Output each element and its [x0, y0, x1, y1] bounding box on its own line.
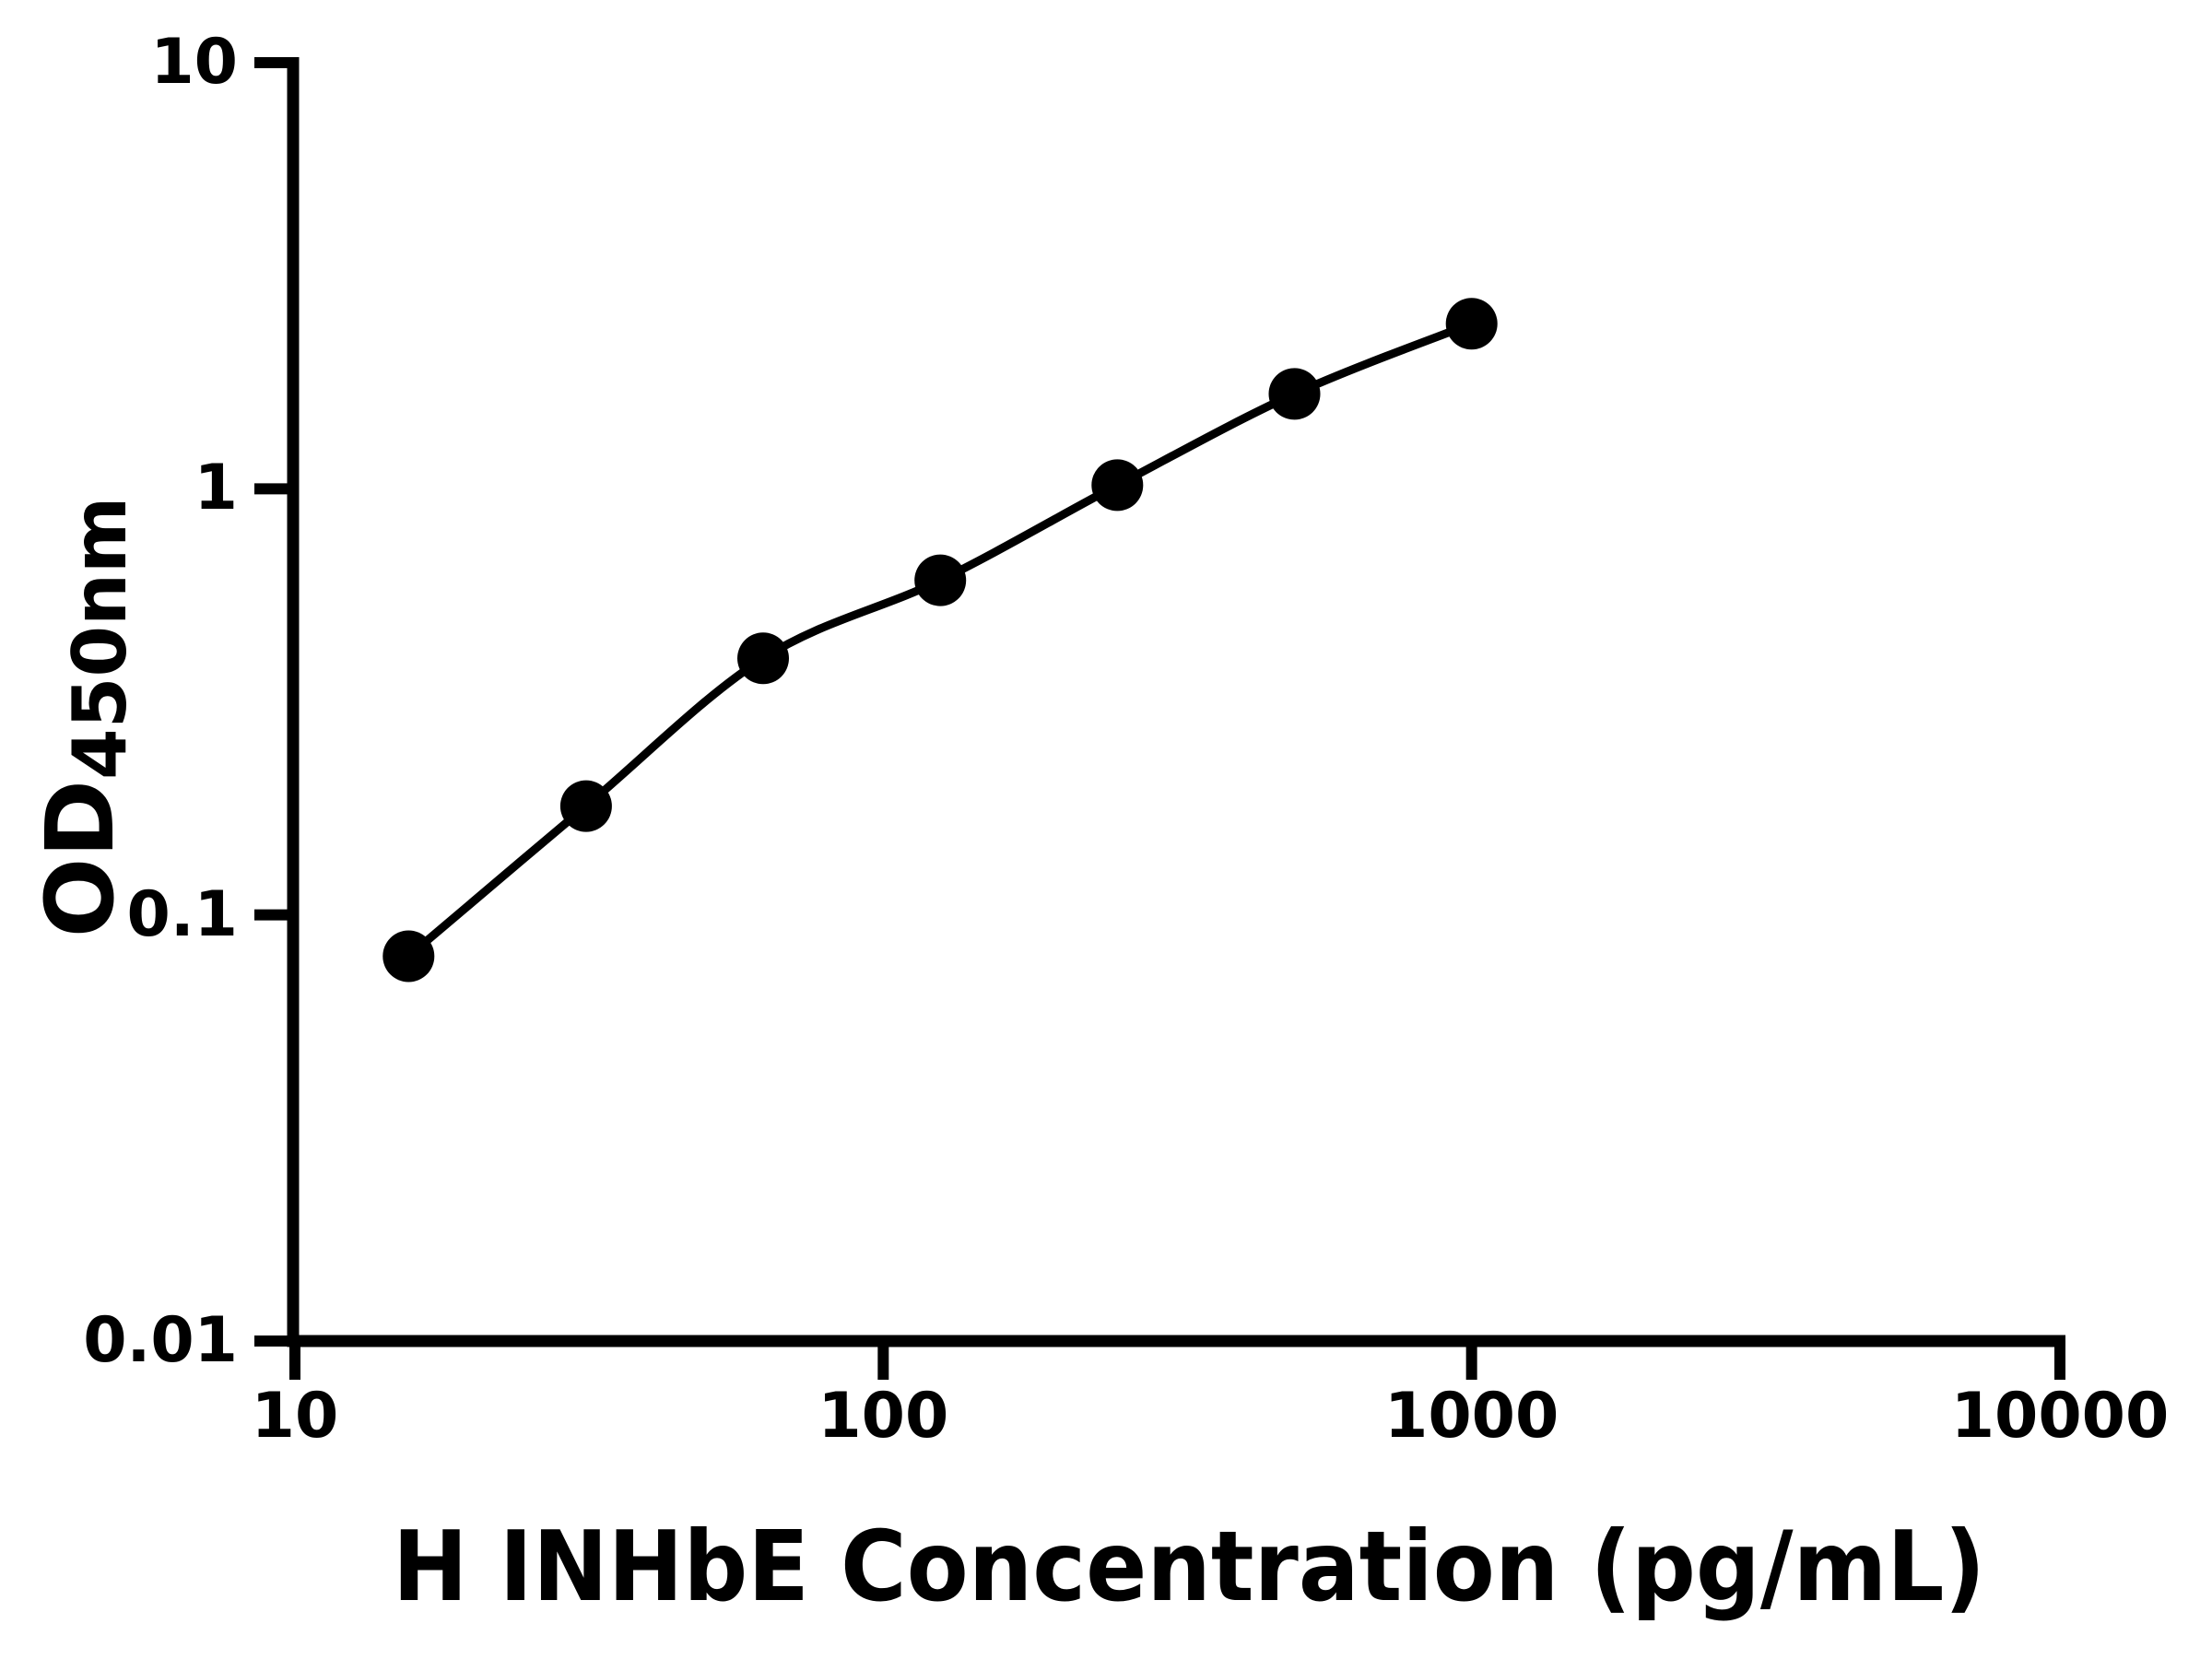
y-tick-label: 0.01 — [83, 1304, 238, 1377]
data-point-marker — [737, 632, 789, 685]
x-tick-label: 10 — [251, 1380, 339, 1453]
standard-curve-line — [406, 320, 1474, 959]
x-tick-label: 10000 — [1950, 1380, 2170, 1453]
y-tick-label: 0.1 — [126, 877, 238, 951]
data-point-marker — [914, 554, 967, 606]
data-point-marker — [1268, 368, 1321, 420]
y-tick-label: 10 — [150, 26, 238, 99]
data-point-marker — [1445, 298, 1498, 350]
y-axis-label-sub: 450nm — [57, 496, 143, 780]
y-tick-label: 1 — [194, 452, 238, 525]
x-tick-label: 1000 — [1384, 1380, 1559, 1453]
data-point-marker — [1091, 459, 1144, 512]
data-point-marker — [559, 780, 612, 832]
x-axis-title: H INHbE Concentration (pg/mL) — [392, 1511, 1986, 1623]
x-tick-label: 100 — [818, 1380, 949, 1453]
data-point-marker — [382, 930, 435, 982]
